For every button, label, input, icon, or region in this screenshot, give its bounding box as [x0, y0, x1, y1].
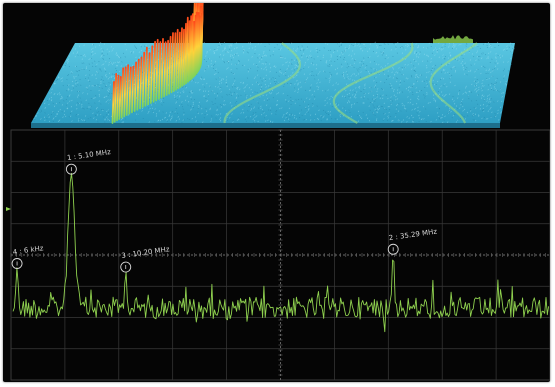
marker-3[interactable]: 3 : 10.20 MHz	[120, 245, 171, 273]
waterfall-peak-spike	[183, 22, 187, 86]
waterfall-peak-spike	[136, 58, 140, 111]
waterfall-peak-spike	[157, 41, 162, 100]
waterfall-peak-spike	[195, 12, 199, 75]
waterfall-trace	[332, 42, 414, 124]
marker-label: 3 : 10.20 MHz	[121, 245, 170, 260]
waterfall-peak-spike	[123, 66, 127, 118]
waterfall-peak-ridge	[111, 3, 204, 124]
waterfall-front-edge	[31, 123, 500, 128]
waterfall-peak-spike	[120, 67, 125, 119]
waterfall-peak-spike	[113, 73, 118, 123]
waterfall-trace	[223, 42, 301, 124]
waterfall-peak-spike	[133, 61, 138, 112]
waterfall-peak-spike	[165, 39, 170, 96]
waterfall-peak-spike	[170, 32, 174, 94]
waterfall-peak-spike	[152, 40, 157, 103]
waterfall-peak-spike	[125, 64, 130, 116]
waterfall-peak-spike	[118, 76, 122, 120]
waterfall-peak-spike	[175, 28, 179, 91]
waterfall-peak-spike	[185, 16, 189, 84]
waterfall-signal-traces	[223, 35, 478, 124]
waterfall-peak-spike	[116, 74, 120, 122]
marker-2[interactable]: 2 : 35.29 MHz	[387, 228, 438, 255]
marker-circle	[65, 163, 77, 175]
marker-circle	[387, 243, 399, 255]
marker-label: 1 : 5.10 MHz	[67, 148, 112, 162]
waterfall-peak-spike	[163, 41, 167, 98]
waterfall-peak-spike	[168, 35, 172, 95]
waterfall-peak-spike	[179, 27, 183, 88]
waterfall-peak-spike	[194, 11, 198, 76]
waterfall-peak-spike	[144, 46, 148, 107]
waterfall-peak-spike	[172, 32, 177, 92]
waterfall-peak-spike	[147, 52, 151, 106]
waterfall-peak-spike	[177, 31, 181, 90]
marker-circle	[11, 258, 23, 269]
spectrum-analyzer-display: 1 : 5.10 MHz 2 : 35.29 MHz 3 : 10.20 MHz 4 …	[3, 3, 550, 382]
waterfall-peak-spike	[130, 65, 135, 114]
spectrum-trace	[12, 172, 550, 333]
waterfall-peak-spike	[160, 38, 164, 99]
spectrum-scope: 1 : 5.10 MHz 2 : 35.29 MHz 3 : 10.20 MHz 4 …	[6, 3, 550, 381]
marker-circle	[120, 261, 132, 273]
waterfall-peak-spike	[181, 28, 185, 87]
waterfall-peak-spike	[190, 13, 194, 80]
waterfall-peak-spike	[188, 15, 193, 82]
waterfall-trace	[429, 42, 478, 124]
waterfall-peak-spike	[139, 56, 143, 110]
waterfall-peak-spike	[187, 20, 191, 83]
waterfall-back-edge-signal	[433, 35, 473, 43]
waterfall-view	[31, 3, 515, 128]
marker-label: 2 : 35.29 MHz	[388, 228, 437, 243]
waterfall-peak-spike	[191, 20, 196, 79]
waterfall-peak-spike	[141, 51, 146, 108]
marker-4[interactable]: 4 : 6 kHz	[11, 244, 44, 269]
spectrum-grid	[10, 129, 550, 381]
waterfall-peak-spike	[193, 14, 197, 78]
reference-level-marker	[6, 207, 11, 211]
waterfall-peak-spike	[128, 66, 132, 115]
waterfall-peak-spike	[111, 81, 115, 124]
waterfall-peak-spike	[155, 38, 159, 102]
waterfall-peak-spike	[149, 45, 154, 104]
